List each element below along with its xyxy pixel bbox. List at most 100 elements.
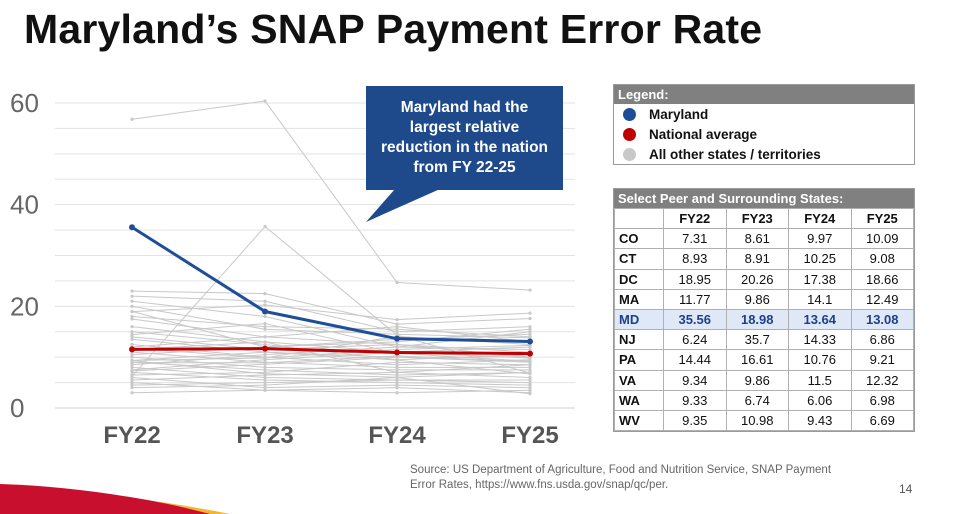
table-value-cell: 8.61 <box>725 228 789 250</box>
data-point <box>528 316 532 321</box>
callout-box: Maryland had the largest relative reduct… <box>366 86 563 190</box>
table-row: CO 7.31 8.61 9.97 10.09 <box>614 228 914 250</box>
table-value-cell: 6.98 <box>850 389 914 411</box>
table-column-header: FY22 <box>663 207 727 230</box>
data-point <box>395 332 399 336</box>
data-point <box>395 378 399 382</box>
data-point <box>528 327 532 331</box>
data-point <box>394 335 400 342</box>
series-line <box>131 295 531 333</box>
series-line <box>131 361 531 376</box>
data-point <box>263 358 267 362</box>
data-point <box>263 388 267 392</box>
callout-pointer <box>366 189 440 222</box>
data-point <box>130 353 134 357</box>
data-point <box>528 360 532 364</box>
table-row: MA 11.77 9.86 14.1 12.49 <box>614 288 914 310</box>
data-point <box>528 368 532 372</box>
y-tick-label: 40 <box>10 190 39 220</box>
x-tick-label: FY22 <box>103 422 160 449</box>
legend-item: National average <box>614 124 914 144</box>
data-point <box>528 391 532 395</box>
data-point <box>263 321 267 326</box>
table-value-cell: 9.86 <box>725 369 789 391</box>
data-point <box>395 370 399 375</box>
series-line <box>131 379 531 386</box>
data-point <box>130 337 134 341</box>
series-line <box>131 290 531 325</box>
data-point <box>130 383 134 387</box>
legend-label: All other states / territories <box>649 146 821 162</box>
series-line <box>131 351 530 368</box>
table-value-cell: 10.09 <box>850 228 914 250</box>
table-value-cell: 18.66 <box>850 268 914 290</box>
data-point <box>263 378 267 382</box>
table-value-cell: 12.32 <box>850 369 914 391</box>
data-point <box>395 342 399 347</box>
data-point <box>395 380 399 385</box>
table-state-cell: WA <box>614 389 664 411</box>
table-state-cell: MA <box>614 288 664 310</box>
series-line <box>131 366 530 381</box>
data-point <box>130 342 134 347</box>
data-point <box>130 378 134 382</box>
data-point <box>262 308 268 315</box>
table-value-cell: 35.56 <box>663 308 727 331</box>
legend-dot-icon <box>623 107 636 121</box>
series-line <box>131 356 530 371</box>
data-point <box>130 386 134 390</box>
table-value-cell: 9.08 <box>850 248 914 270</box>
data-point <box>395 280 399 285</box>
table-value-cell: 10.98 <box>725 409 789 432</box>
data-point <box>130 380 134 385</box>
data-point <box>263 335 267 339</box>
data-point <box>528 380 532 385</box>
table-row: PA 14.44 16.61 10.76 9.21 <box>614 349 914 371</box>
table-value-cell: 13.64 <box>788 308 852 331</box>
data-point <box>263 365 267 369</box>
table-value-cell: 9.97 <box>788 228 852 250</box>
data-point <box>395 325 399 329</box>
table-state-cell: CO <box>614 228 664 250</box>
data-point <box>528 386 532 390</box>
data-point <box>395 318 399 322</box>
data-point <box>395 330 399 334</box>
data-point <box>528 378 532 382</box>
data-point <box>395 391 399 395</box>
data-point <box>395 345 399 349</box>
data-point <box>395 355 399 359</box>
legend-label: National average <box>649 126 758 142</box>
data-point <box>528 332 532 336</box>
data-point <box>395 368 399 372</box>
table-column-header: FY25 <box>850 207 914 230</box>
page-number: 14 <box>899 482 913 496</box>
table-value-cell: 6.86 <box>850 329 914 351</box>
series-line <box>131 304 531 321</box>
data-point <box>263 292 267 296</box>
data-point <box>528 383 532 387</box>
table-state-cell: VA <box>614 369 664 391</box>
data-point <box>130 363 134 367</box>
data-point <box>528 288 532 292</box>
table-state-cell: NJ <box>614 329 664 351</box>
table-value-cell: 10.25 <box>788 248 852 270</box>
data-point <box>263 99 267 103</box>
series-line <box>131 331 531 361</box>
footer-swoosh <box>0 484 230 514</box>
data-point <box>130 289 134 293</box>
y-tick-label: 20 <box>10 291 39 321</box>
table-value-cell: 9.21 <box>850 349 914 371</box>
data-point <box>395 360 399 364</box>
table-header: Select Peer and Surrounding States: <box>614 189 914 208</box>
data-point <box>263 383 267 387</box>
table-value-cell: 6.69 <box>850 409 914 432</box>
table-value-cell: 9.35 <box>663 409 727 432</box>
series-line <box>131 310 531 348</box>
data-point <box>395 375 399 380</box>
series-line <box>131 361 531 376</box>
series-line <box>131 347 531 356</box>
legend-dot-icon <box>623 147 636 161</box>
table-value-cell: 14.33 <box>788 329 852 351</box>
data-point <box>263 355 267 359</box>
data-point <box>130 317 134 321</box>
